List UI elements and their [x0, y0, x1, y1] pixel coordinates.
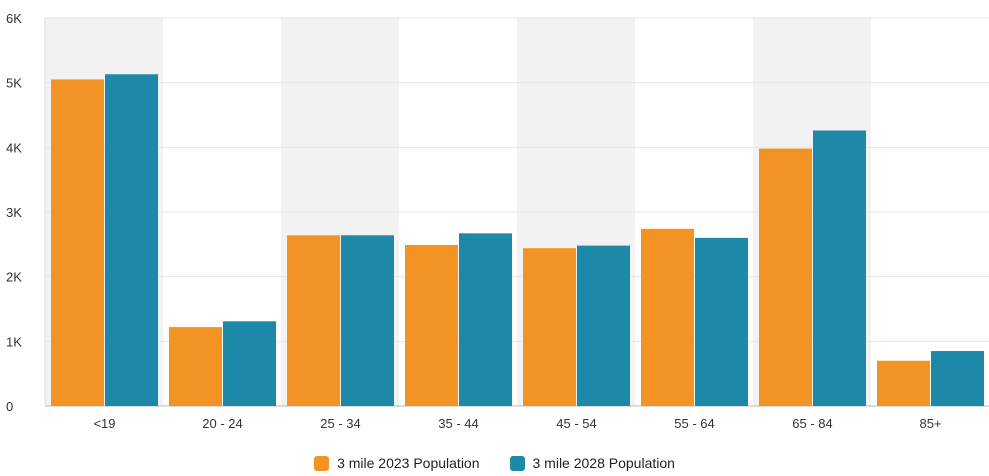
- y-tick-label: 0: [6, 399, 13, 414]
- bar-2023[interactable]: [51, 79, 104, 406]
- bar-2028[interactable]: [577, 245, 630, 406]
- bar-2023[interactable]: [169, 327, 222, 406]
- x-tick-label: 25 - 34: [320, 416, 360, 431]
- x-tick-label: 45 - 54: [556, 416, 596, 431]
- bar-2028[interactable]: [105, 74, 158, 406]
- bar-2023[interactable]: [523, 248, 576, 406]
- bar-2023[interactable]: [877, 360, 930, 406]
- x-tick-label: 35 - 44: [438, 416, 478, 431]
- bar-2023[interactable]: [641, 228, 694, 406]
- bar-2028[interactable]: [459, 233, 512, 406]
- y-axis-ticks: 0 1K 2K 3K 4K 5K 6K: [6, 11, 22, 414]
- x-tick-label: <19: [93, 416, 115, 431]
- bar-2023[interactable]: [405, 244, 458, 406]
- y-tick-label: 2K: [6, 270, 22, 285]
- bars: [51, 74, 984, 407]
- legend-label-2028: 3 mile 2028 Population: [532, 455, 675, 471]
- bar-2028[interactable]: [223, 321, 276, 406]
- y-tick-label: 1K: [6, 334, 22, 349]
- bar-2028[interactable]: [931, 351, 984, 406]
- legend-item-2023[interactable]: 3 mile 2023 Population: [314, 455, 480, 471]
- y-tick-label: 5K: [6, 76, 22, 91]
- legend-swatch-2023: [314, 455, 330, 471]
- x-tick-label: 85+: [919, 416, 941, 431]
- legend-item-2028[interactable]: 3 mile 2028 Population: [509, 455, 675, 471]
- legend-swatch-2028: [509, 455, 525, 471]
- y-tick-label: 4K: [6, 140, 22, 155]
- bar-2028[interactable]: [695, 237, 748, 406]
- x-axis-ticks: <19 20 - 24 25 - 34 35 - 44 45 - 54 55 - 64 65…: [93, 416, 941, 431]
- x-tick-label: 55 - 64: [674, 416, 714, 431]
- population-bar-chart: 0 1K 2K 3K 4K 5K 6K <19 20 - 24 25 - 34 35 - 44 45…: [6, 11, 989, 431]
- x-tick-label: 65 - 84: [792, 416, 832, 431]
- bar-2023[interactable]: [287, 235, 340, 406]
- y-tick-label: 3K: [6, 205, 22, 220]
- y-tick-label: 6K: [6, 11, 22, 26]
- x-tick-label: 20 - 24: [202, 416, 242, 431]
- legend: 3 mile 2023 Population 3 mile 2028 Popul…: [0, 455, 989, 471]
- legend-label-2023: 3 mile 2023 Population: [337, 455, 480, 471]
- bar-2023[interactable]: [759, 148, 812, 407]
- bar-2028[interactable]: [813, 130, 866, 406]
- bar-2028[interactable]: [341, 235, 394, 406]
